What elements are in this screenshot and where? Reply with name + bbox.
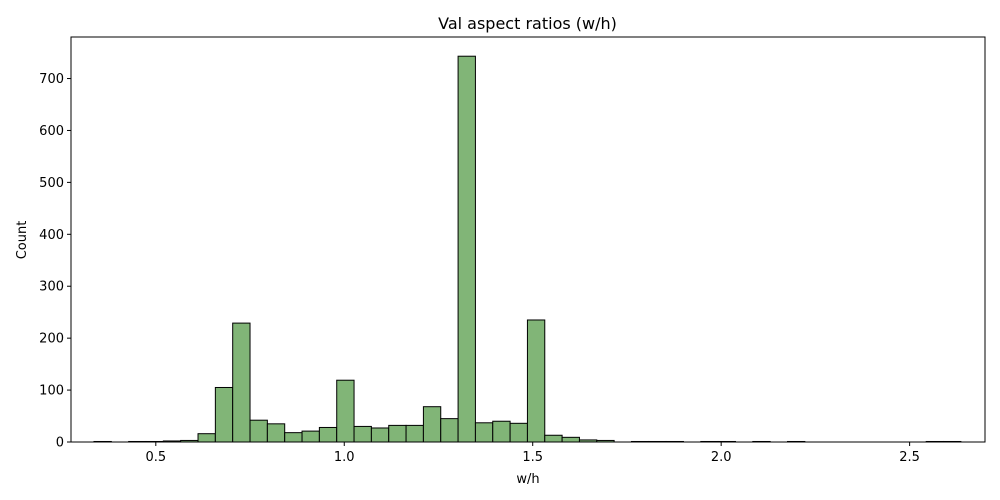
y-tick-label: 0 xyxy=(56,436,64,451)
y-tick-label: 500 xyxy=(39,176,64,191)
y-tick-label: 600 xyxy=(39,124,64,139)
y-tick-label: 400 xyxy=(39,228,64,243)
histogram-bar xyxy=(214,386,234,443)
histogram-bar xyxy=(388,424,407,443)
histogram-bar xyxy=(474,422,494,443)
histogram-bar xyxy=(492,420,511,443)
histogram-bar xyxy=(301,430,320,443)
x-tick-label: 1.0 xyxy=(334,450,355,465)
chart-title: Val aspect ratios (w/h) xyxy=(438,14,617,33)
histogram-bar xyxy=(284,432,303,443)
bars-layer xyxy=(93,55,962,443)
histogram-bar xyxy=(353,425,372,443)
y-tick-label: 200 xyxy=(39,332,64,347)
y-axis: 0 100 200 300 400 500 600 700 xyxy=(39,72,71,451)
y-tick-label: 700 xyxy=(39,72,64,87)
histogram-bar xyxy=(197,433,216,443)
x-axis-label: w/h xyxy=(516,472,539,487)
x-tick-label: 2.5 xyxy=(899,450,920,465)
histogram-bar xyxy=(440,418,459,443)
x-tick-label: 0.5 xyxy=(145,450,166,465)
x-tick-label: 1.5 xyxy=(522,450,543,465)
x-tick-label: 2.0 xyxy=(711,450,732,465)
histogram-bar xyxy=(544,434,563,443)
y-tick-label: 100 xyxy=(39,384,64,399)
histogram-bar xyxy=(249,419,268,443)
histogram-bar xyxy=(266,423,286,443)
y-axis-label: Count xyxy=(15,221,30,260)
histogram-bar xyxy=(405,424,424,443)
histogram-bar xyxy=(336,379,355,443)
histogram-bar xyxy=(561,436,580,443)
y-tick-label: 300 xyxy=(39,280,64,295)
histogram-bar xyxy=(232,322,251,443)
histogram-bar xyxy=(370,427,390,443)
histogram-bar xyxy=(526,319,546,443)
histogram-bar xyxy=(509,422,528,443)
plot-frame xyxy=(70,36,986,443)
x-axis: 0.5 1.0 1.5 2.0 2.5 xyxy=(145,442,920,465)
histogram-bar xyxy=(318,426,338,443)
histogram-bar xyxy=(422,406,442,443)
histogram-bar xyxy=(457,55,476,443)
